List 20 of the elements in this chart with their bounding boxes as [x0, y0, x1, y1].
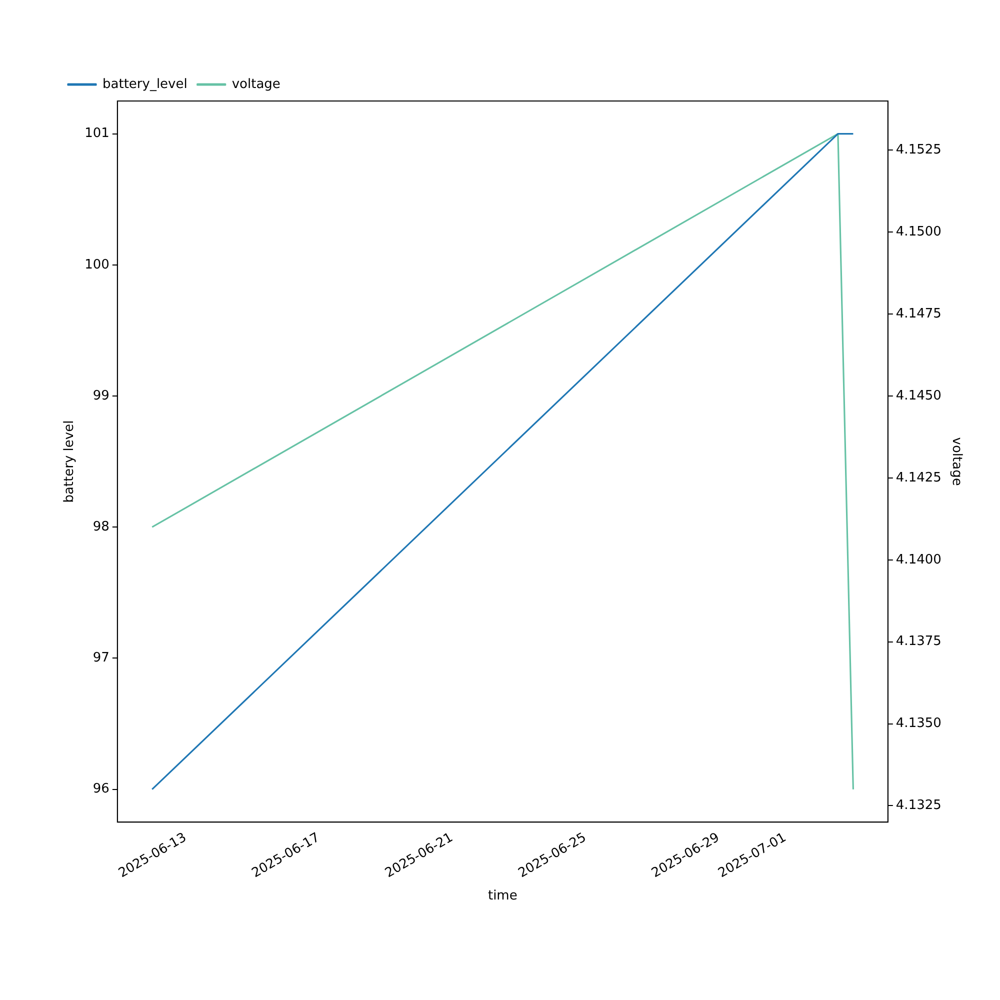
- y-tick-label: 99: [92, 388, 110, 404]
- y-tick-label: 97: [92, 650, 110, 666]
- y2-tick-label: 4.1450: [896, 388, 942, 404]
- y2-tick-label: 4.1375: [896, 634, 942, 650]
- y2-tick-label: 4.1350: [896, 716, 942, 732]
- y2-tick-label: 4.1325: [896, 798, 942, 814]
- y-tick-label: 98: [92, 519, 110, 534]
- y-tick-label: 100: [84, 257, 110, 272]
- x-axis-title: time: [488, 888, 518, 904]
- legend-label: voltage: [232, 76, 280, 92]
- y2-tick-label: 4.1400: [896, 552, 942, 568]
- y2-tick-label: 4.1425: [896, 470, 942, 486]
- y2-tick-label: 4.1525: [896, 142, 942, 158]
- y2-tick-label: 4.1500: [896, 224, 942, 240]
- y-axis-title: battery level: [62, 420, 78, 503]
- y-tick-label: 101: [84, 126, 110, 142]
- y2-tick-label: 4.1475: [896, 306, 942, 322]
- legend-label: battery_level: [102, 76, 188, 92]
- y2-axis-title: voltage: [948, 437, 964, 486]
- y-tick-label: 96: [92, 782, 110, 797]
